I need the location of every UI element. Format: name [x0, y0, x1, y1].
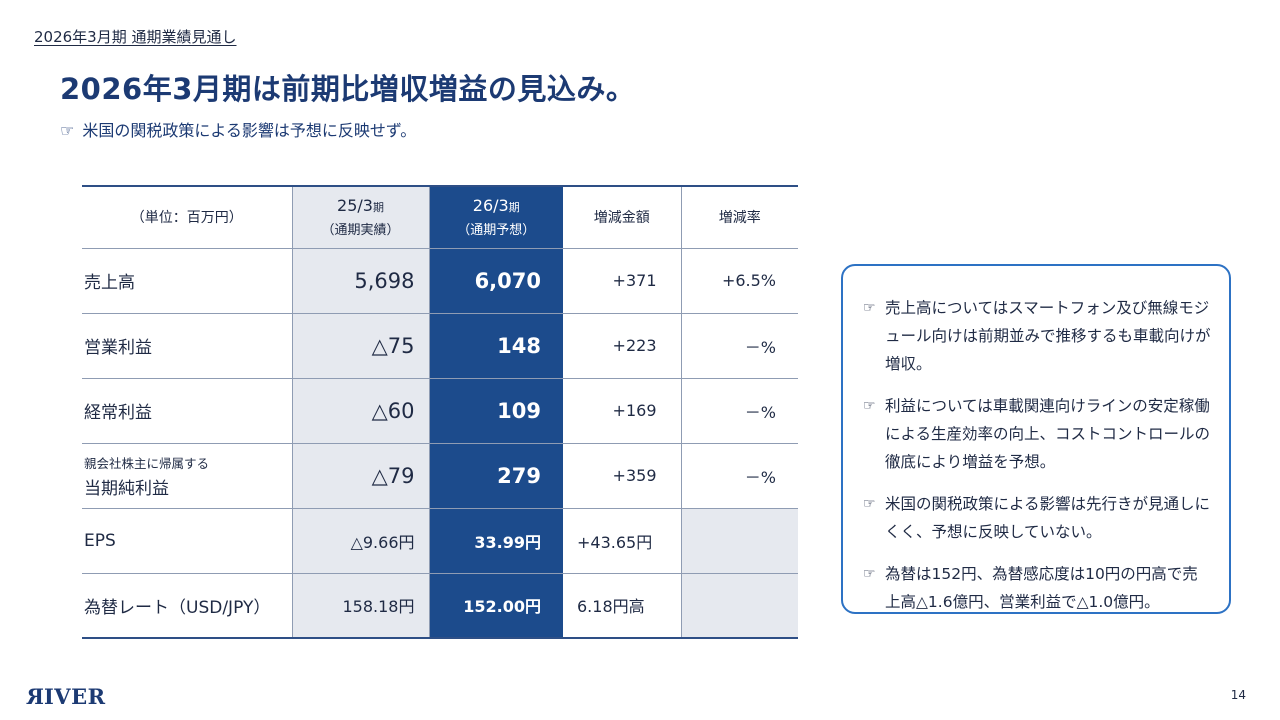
pointing-hand-icon: ☞	[60, 121, 75, 140]
rate-value	[681, 573, 798, 639]
table-row: EPS △9.66円 33.99円 +43.65円	[82, 508, 798, 574]
diff-value: +359	[563, 443, 682, 509]
table-row: 為替レート（USD/JPY） 158.18円 152.00円 6.18円高	[82, 573, 798, 639]
page-number: 14	[1230, 688, 1246, 702]
column-header-diff: 増減金額	[563, 185, 682, 249]
rate-value	[681, 508, 798, 574]
notes-box: ☞ 売上高についてはスマートフォン及び無線モジュール向けは前期並みで推移するも車…	[841, 264, 1231, 614]
forecast-value: 33.99円	[429, 508, 563, 574]
row-label-prefix: 親会社株主に帰属する	[84, 455, 210, 471]
row-label: EPS	[82, 508, 292, 574]
row-label: 営業利益	[82, 313, 292, 379]
rate-value: －%	[681, 313, 798, 379]
prev-value: △75	[291, 313, 430, 379]
diff-value: 6.18円高	[563, 573, 682, 639]
note-item: ☞ 為替は152円、為替感応度は10円の円高で売上高△1.6億円、営業利益で△1…	[863, 560, 1211, 616]
prev-period-suffix: 期	[372, 201, 384, 215]
diff-value: +169	[563, 378, 682, 444]
pointing-hand-icon: ☞	[863, 566, 876, 582]
forecast-value: 152.00円	[429, 573, 563, 639]
forecast-value: 6,070	[429, 248, 563, 314]
subtitle-text: 米国の関税政策による影響は予想に反映せず。	[82, 121, 417, 140]
column-header-rate: 増減率	[681, 185, 798, 249]
table-header-row: （単位：百万円） 25/3期 （通期実績） 26/3期 （通期予想） 増減金額 …	[82, 185, 798, 249]
note-text: 利益については車載関連向けラインの安定稼働による生産効率の向上、コストコントロー…	[885, 397, 1211, 471]
forecast-table: （単位：百万円） 25/3期 （通期実績） 26/3期 （通期予想） 増減金額 …	[82, 185, 798, 639]
rate-value: －%	[681, 378, 798, 444]
prev-value: △60	[291, 378, 430, 444]
prev-value: 5,698	[291, 248, 430, 314]
page-subtitle: ☞ 米国の関税政策による影響は予想に反映せず。	[60, 117, 416, 141]
pointing-hand-icon: ☞	[863, 496, 876, 512]
pointing-hand-icon: ☞	[863, 300, 876, 316]
note-item: ☞ 米国の関税政策による影響は先行きが見通しにくく、予想に反映していない。	[863, 490, 1211, 546]
pointing-hand-icon: ☞	[863, 398, 876, 414]
row-label: 経常利益	[82, 378, 292, 444]
forecast-period-suffix: 期	[508, 201, 520, 215]
breadcrumb: 2026年3月期 通期業績見通し	[34, 28, 237, 46]
column-header-forecast: 26/3期 （通期予想）	[429, 185, 563, 249]
prev-value: △9.66円	[291, 508, 430, 574]
forecast-value: 109	[429, 378, 563, 444]
table-row: 営業利益 △75 148 +223 －%	[82, 313, 798, 379]
row-label: 為替レート（USD/JPY）	[82, 573, 292, 639]
forecast-sub: （通期予想）	[457, 223, 536, 239]
table-row: 売上高 5,698 6,070 +371 +6.5%	[82, 248, 798, 314]
note-text: 米国の関税政策による影響は先行きが見通しにくく、予想に反映していない。	[885, 495, 1211, 541]
prev-sub: （通期実績）	[321, 223, 400, 239]
diff-value: +43.65円	[563, 508, 682, 574]
note-text: 為替は152円、為替感応度は10円の円高で売上高△1.6億円、営業利益で△1.0…	[885, 565, 1198, 611]
prev-value: 158.18円	[291, 573, 430, 639]
prev-period: 25/3	[337, 196, 373, 216]
note-item: ☞ 利益については車載関連向けラインの安定稼働による生産効率の向上、コストコント…	[863, 392, 1211, 476]
row-label: 売上高	[82, 248, 292, 314]
rate-value: +6.5%	[681, 248, 798, 314]
prev-value: △79	[291, 443, 430, 509]
note-text: 売上高についてはスマートフォン及び無線モジュール向けは前期並みで推移するも車載向…	[885, 299, 1211, 373]
rate-value: －%	[681, 443, 798, 509]
forecast-period: 26/3	[472, 196, 509, 216]
diff-value: +223	[563, 313, 682, 379]
forecast-value: 279	[429, 443, 563, 509]
note-item: ☞ 売上高についてはスマートフォン及び無線モジュール向けは前期並みで推移するも車…	[863, 294, 1211, 378]
company-logo: RIVER	[26, 684, 106, 709]
diff-value: +371	[563, 248, 682, 314]
page-title: 2026年3月期は前期比増収増益の見込み。	[60, 72, 636, 106]
forecast-value: 148	[429, 313, 563, 379]
table-row: 親会社株主に帰属する 当期純利益 △79 279 +359 －%	[82, 443, 798, 509]
unit-label: （単位：百万円）	[82, 185, 292, 249]
table-row: 経常利益 △60 109 +169 －%	[82, 378, 798, 444]
column-header-prev: 25/3期 （通期実績）	[291, 185, 430, 249]
row-label: 親会社株主に帰属する 当期純利益	[82, 443, 292, 509]
